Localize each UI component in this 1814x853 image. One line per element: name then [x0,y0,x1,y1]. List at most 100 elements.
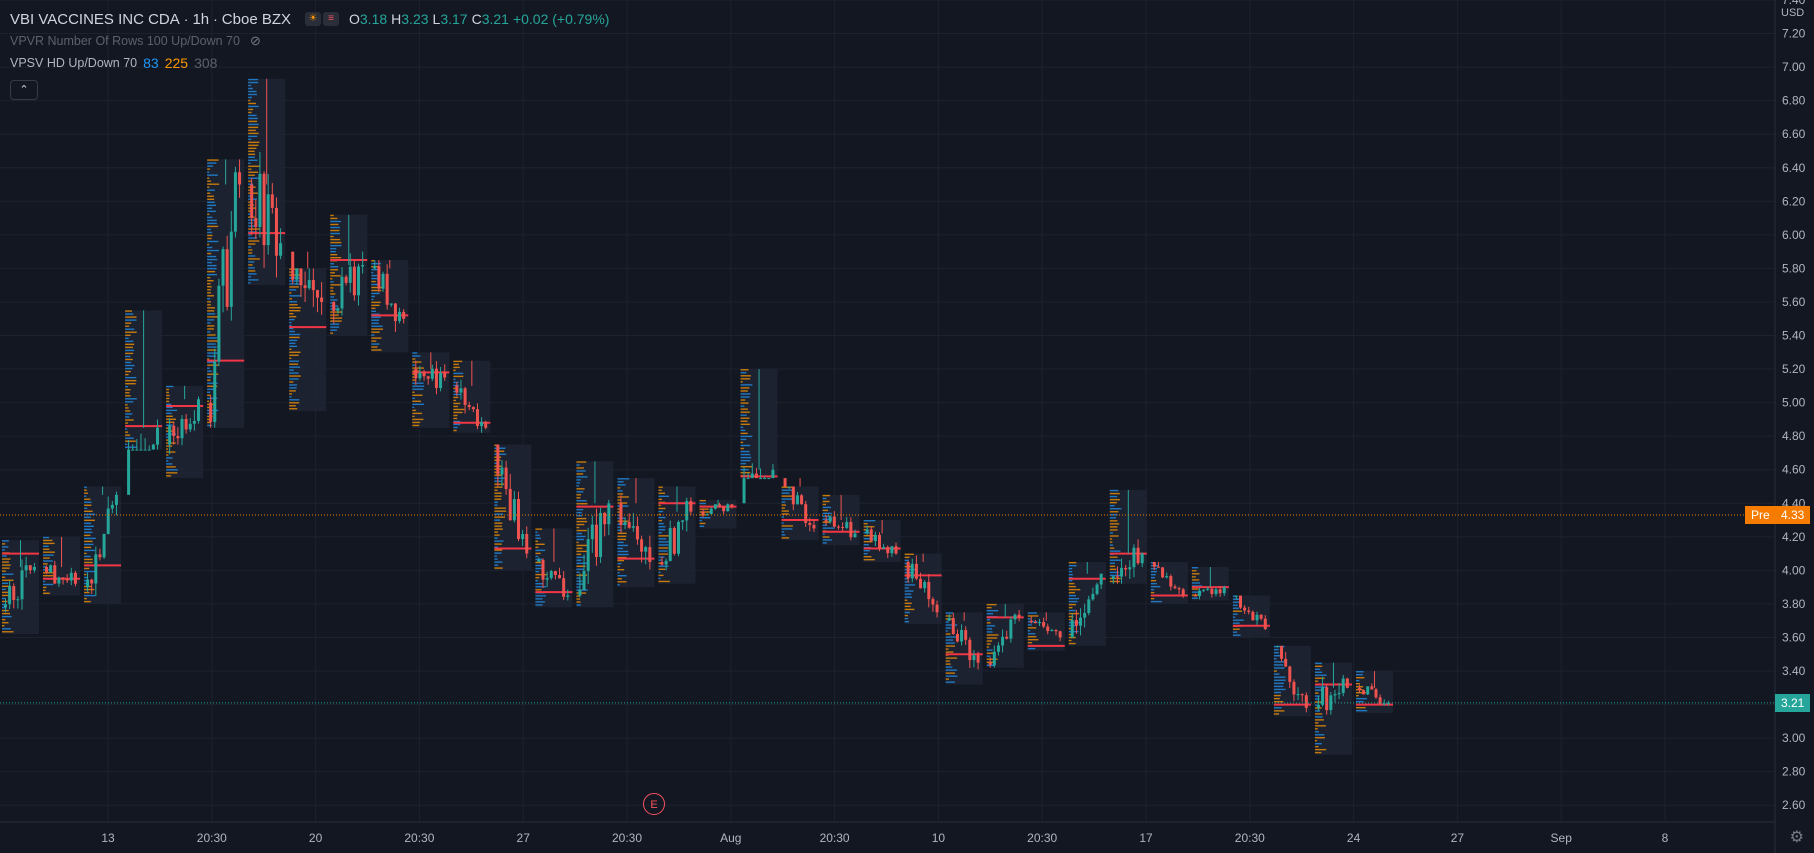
volume-row [576,461,587,463]
volume-row [125,413,133,415]
volume-row [986,619,991,621]
volume-row [1273,691,1281,694]
candle-body [49,565,53,573]
volume-row [822,494,831,497]
volume-row [658,495,669,498]
candle-body [377,266,381,289]
candle-body [644,547,648,552]
collapse-legend-button[interactable]: ⌃ [10,80,38,100]
volume-row [658,510,664,513]
volume-row [2,540,9,542]
volume-row [1314,742,1322,745]
volume-row [248,180,252,182]
volume-row [1109,565,1116,568]
volume-row [1273,651,1279,654]
volume-row [207,376,212,378]
volume-row [1068,582,1075,585]
volume-row [125,419,134,421]
volume-row [1109,508,1122,510]
open-value: 3.18 [359,11,388,27]
volume-row [453,378,456,381]
volume-row [371,262,382,265]
candle-body [336,308,340,311]
volume-row [740,429,746,432]
volume-row [412,373,415,375]
indicator-vpsv-label[interactable]: VPSV HD Up/Down 70 [10,56,138,70]
candle-body [824,520,828,522]
volume-row [1314,737,1325,739]
hidden-eye-icon[interactable]: ⊘ [249,33,261,48]
volume-row [945,633,951,635]
candle-body [295,268,299,280]
volume-row [2,612,11,615]
volume-row [494,555,497,557]
candle-body [418,372,422,379]
volume-row [1232,616,1236,618]
candle-body [1161,567,1165,578]
volume-row [1068,621,1079,624]
volume-row [248,123,259,126]
volume-row [2,591,9,594]
volume-row [412,367,424,369]
volume-row [535,555,539,558]
candle-body [763,478,767,480]
candle-body [996,645,1000,652]
volume-row [248,183,254,185]
volume-row [576,601,581,603]
volume-row [863,523,868,525]
candle-body [553,571,557,576]
volume-row [617,535,627,538]
high-value: 3.23 [401,11,429,27]
volume-row [494,558,498,560]
volume-row [945,615,952,617]
volume-row [740,453,751,456]
indicator-vpvr-label[interactable]: VPVR Number Of Rows 100 Up/Down 70 [10,34,240,48]
volume-row [535,595,547,597]
volume-row [84,543,94,546]
high-key: H [391,11,402,27]
symbol-name[interactable]: VBI VACCINES INC CDA [10,10,180,28]
volume-row [1068,633,1072,636]
volume-row [822,527,835,529]
volume-row [904,590,914,592]
volume-row [84,600,91,603]
settings-gear-icon[interactable]: ⚙ [1789,829,1804,846]
volume-row [125,316,137,318]
volume-row [1314,722,1319,724]
candle-body [443,373,447,378]
interval-label[interactable]: 1h [192,10,210,28]
volume-row [945,666,953,668]
candle-body [459,388,463,393]
volume-row [535,540,539,542]
candle-body [279,243,283,256]
volume-row [412,406,415,409]
volume-row [781,528,793,530]
volume-row [207,346,217,348]
earnings-marker-icon[interactable]: E [643,793,665,815]
volume-row [371,286,383,289]
volume-row [453,402,461,405]
volume-row [904,596,913,598]
volume-row [945,627,952,629]
candle-body [832,516,836,527]
volume-row [576,485,579,487]
volume-row [1027,630,1031,632]
volume-row [740,411,750,413]
volume-row [1314,692,1319,694]
market-status-icon[interactable]: ☀ [305,12,321,26]
volume-row [371,268,381,271]
volume-row [207,400,210,403]
volume-row [371,292,380,295]
volume-row [576,526,580,529]
volume-row [904,614,909,617]
volume-row [371,349,382,351]
volume-row [207,213,210,216]
volume-row [248,270,256,272]
volume-row [453,366,460,369]
data-status-icon[interactable]: ≡ [323,12,339,26]
volume-row [658,507,666,510]
volume-row [1068,570,1073,573]
candle-body [303,285,307,289]
status-flags[interactable]: ☀ ≡ [305,12,339,26]
